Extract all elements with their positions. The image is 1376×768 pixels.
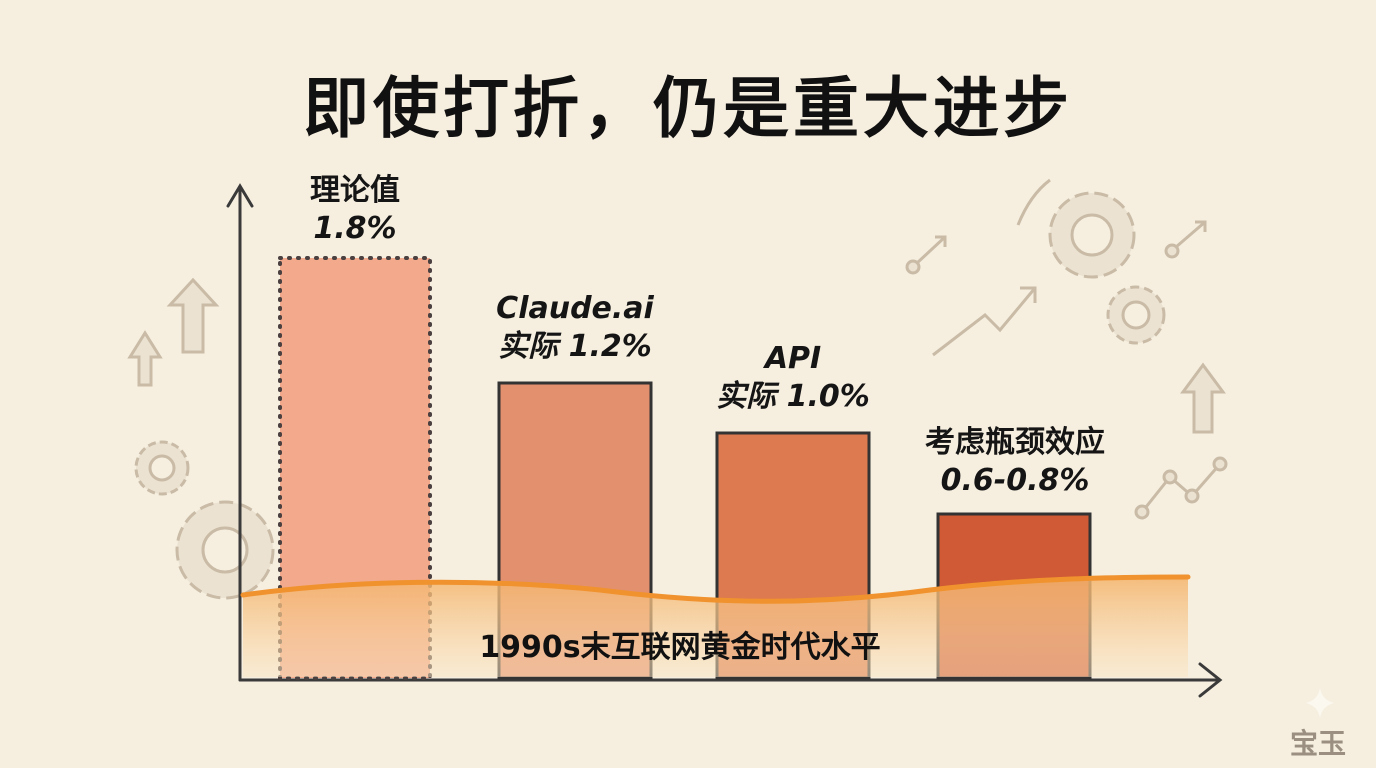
bar-label-bottleneck: 考虑瓶颈效应 0.6-0.8% [895,424,1135,500]
reference-band [240,574,1191,677]
bar-category: 理论值 [310,173,400,208]
bar-label-claude-ai: Claude.ai 实际 1.2% [470,290,680,366]
bar-category: Claude.ai [496,291,654,326]
bar-label-api: API 实际 1.0% [688,340,898,416]
reference-band-label: 1990s末互联网黄金时代水平 [479,630,881,665]
trend-arrow-icon [932,287,1037,357]
line-chart-icon [1140,463,1222,513]
decor-right [905,178,1228,520]
bar-value: 实际 1.2% [498,329,652,364]
bar-value: 实际 1.0% [716,379,870,414]
bar-value: 1.8% [313,211,397,246]
bar-value: 0.6-0.8% [940,463,1090,498]
up-arrow-icon [127,330,163,387]
bar-category: API [764,341,822,376]
bar-category: 考虑瓶颈效应 [925,425,1105,460]
reference-line [240,574,1191,604]
decor-left [127,277,275,600]
axes [226,183,1223,698]
up-arrow-icon [1180,362,1226,434]
chart-title: 即使打折，仍是重大进步 [303,70,1073,147]
bar-label-theoretical: 理论值 1.8% [280,172,430,248]
y-axis-arrow [226,183,254,208]
x-axis-arrow [1198,662,1223,698]
watermark: 宝玉 [1290,727,1347,760]
sparkle-icon [1306,688,1334,718]
up-arrow-icon [166,277,220,354]
